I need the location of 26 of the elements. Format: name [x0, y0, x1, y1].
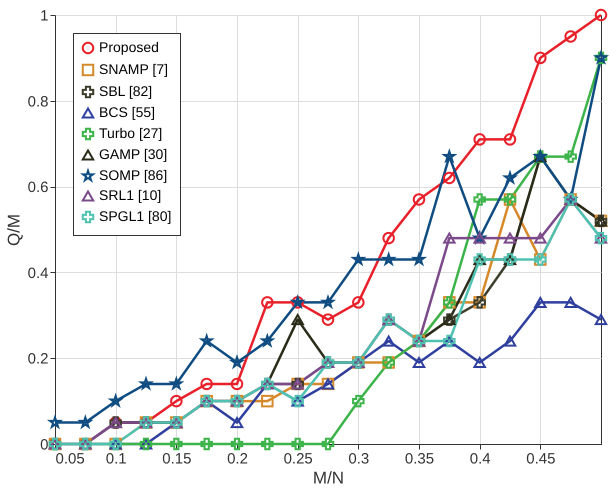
x-tick-label: 0.25 [284, 450, 313, 468]
legend-label: GAMP [30] [99, 146, 168, 162]
y-tick-label: 0.2 [28, 350, 48, 368]
legend-label: SBL [82] [99, 83, 152, 99]
y-tick-label: 1 [40, 8, 48, 24]
x-tick-label: 0.4 [470, 450, 491, 468]
x-tick-label: 0.3 [348, 450, 370, 468]
y-tick-label: 0.4 [28, 264, 48, 282]
x-tick-label: 0.05 [56, 450, 85, 468]
y-axis-title: Q/M [4, 214, 24, 246]
legend-label: Turbo [27] [99, 125, 162, 141]
y-tick-label: 0.8 [28, 93, 48, 110]
legend-label: SRL1 [10] [99, 187, 162, 203]
legend-label: BCS [55] [99, 104, 156, 120]
x-axis-title: M/N [312, 468, 344, 488]
legend-label: SNAMP [7] [99, 61, 168, 77]
x-tick-label: 0.35 [404, 450, 434, 468]
legend-label: SOMP [86] [99, 167, 168, 183]
y-tick-label: 0.6 [28, 179, 48, 196]
x-tick-label: 0.2 [227, 450, 248, 468]
x-tick-label: 0.45 [526, 450, 556, 468]
x-tick-label: 0.15 [162, 450, 192, 468]
y-tick-label: 0 [40, 436, 48, 454]
legend-label: SPGL1 [80] [99, 208, 172, 224]
legend-label: Proposed [99, 39, 159, 55]
x-tick-label: 0.1 [106, 450, 127, 468]
